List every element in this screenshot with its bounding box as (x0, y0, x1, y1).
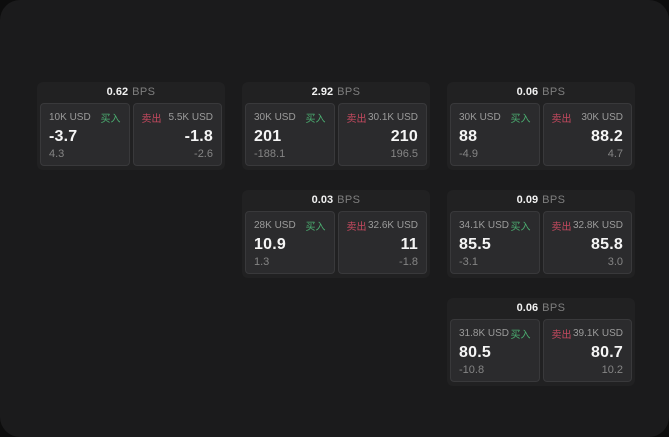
spread-value: 0.62 (106, 86, 129, 98)
buy-quote-tile[interactable]: 28K USD 买入 10.9 1.3 (245, 211, 335, 274)
quote-card: 0.03 BPS 28K USD 买入 10.9 1.3 卖出 32.6K US… (242, 190, 430, 278)
buy-side-label: 买入 (510, 222, 531, 233)
sell-side-label: 卖出 (551, 222, 572, 233)
spread-unit: BPS (337, 86, 361, 98)
buy-amount: 30K USD (254, 112, 296, 123)
buy-quote-tile[interactable]: 30K USD 买入 88 -4.9 (450, 103, 540, 166)
sell-quote-tile[interactable]: 卖出 32.6K USD 11 -1.8 (337, 211, 427, 274)
quote-card: 0.62 BPS 10K USD 买入 -3.7 4.3 卖出 5.5K USD (37, 82, 225, 170)
sell-quote-tile[interactable]: 卖出 32.8K USD 85.8 3.0 (542, 211, 632, 274)
buy-amount: 30K USD (459, 112, 501, 123)
buy-side-label: 买入 (305, 114, 326, 125)
spread-value: 0.06 (516, 86, 539, 98)
sell-side-label: 卖出 (346, 222, 367, 233)
spread-header: 0.03 BPS (242, 190, 430, 211)
sell-amount: 30.1K USD (367, 112, 418, 123)
buy-price: 10.9 (254, 235, 286, 253)
spread-value: 0.06 (516, 302, 539, 314)
spread-value: 0.09 (516, 194, 539, 206)
spread-header: 0.06 BPS (447, 298, 635, 319)
sell-amount: 5.5K USD (168, 112, 213, 123)
buy-side-label: 买入 (305, 222, 326, 233)
spread-unit: BPS (542, 86, 566, 98)
spread-header: 0.62 BPS (37, 82, 225, 103)
buy-change: -10.8 (459, 364, 485, 376)
sell-side-label: 卖出 (346, 114, 367, 125)
buy-amount: 31.8K USD (459, 328, 510, 339)
spread-unit: BPS (542, 194, 566, 206)
buy-amount: 10K USD (49, 112, 91, 123)
sell-change: 196.5 (390, 148, 418, 160)
spread-value: 0.03 (311, 194, 334, 206)
buy-change: 1.3 (254, 256, 270, 268)
buy-change: -3.1 (459, 256, 478, 268)
buy-side-label: 买入 (510, 114, 531, 125)
buy-change: -188.1 (254, 148, 286, 160)
sell-amount: 32.6K USD (367, 220, 418, 231)
buy-side-label: 买入 (100, 114, 121, 125)
sell-side-label: 卖出 (551, 330, 572, 341)
sell-price: 80.7 (591, 343, 623, 361)
sell-amount: 32.8K USD (572, 220, 623, 231)
quotes-grid: 0.62 BPS 10K USD 买入 -3.7 4.3 卖出 5.5K USD (37, 82, 635, 386)
buy-price: 88 (459, 127, 478, 145)
spread-header: 0.09 BPS (447, 190, 635, 211)
sell-amount: 30K USD (581, 112, 623, 123)
buy-amount: 34.1K USD (459, 220, 510, 231)
buy-amount: 28K USD (254, 220, 296, 231)
sell-change: -1.8 (399, 256, 418, 268)
sell-change: 3.0 (607, 256, 623, 268)
sell-quote-tile[interactable]: 卖出 39.1K USD 80.7 10.2 (542, 319, 632, 382)
buy-quote-tile[interactable]: 34.1K USD 买入 85.5 -3.1 (450, 211, 540, 274)
spread-header: 2.92 BPS (242, 82, 430, 103)
sell-amount: 39.1K USD (572, 328, 623, 339)
spread-value: 2.92 (311, 86, 334, 98)
spread-unit: BPS (337, 194, 361, 206)
sell-side-label: 卖出 (141, 114, 162, 125)
buy-side-label: 买入 (510, 330, 531, 341)
buy-price: -3.7 (49, 127, 78, 145)
buy-price: 85.5 (459, 235, 491, 253)
sell-price: 85.8 (591, 235, 623, 253)
sell-change: -2.6 (194, 148, 213, 160)
buy-quote-tile[interactable]: 10K USD 买入 -3.7 4.3 (40, 103, 130, 166)
buy-quote-tile[interactable]: 31.8K USD 买入 80.5 -10.8 (450, 319, 540, 382)
sell-quote-tile[interactable]: 卖出 5.5K USD -1.8 -2.6 (132, 103, 222, 166)
sell-side-label: 卖出 (551, 114, 572, 125)
buy-price: 80.5 (459, 343, 491, 361)
sell-price: 210 (390, 127, 418, 145)
sell-change: 10.2 (601, 364, 623, 376)
sell-quote-tile[interactable]: 卖出 30.1K USD 210 196.5 (337, 103, 427, 166)
buy-quote-tile[interactable]: 30K USD 买入 201 -188.1 (245, 103, 335, 166)
sell-price: 88.2 (591, 127, 623, 145)
quote-card: 2.92 BPS 30K USD 买入 201 -188.1 卖出 30.1K … (242, 82, 430, 170)
sell-change: 4.7 (607, 148, 623, 160)
buy-price: 201 (254, 127, 282, 145)
buy-change: -4.9 (459, 148, 478, 160)
buy-change: 4.3 (49, 148, 65, 160)
spread-unit: BPS (132, 86, 156, 98)
quote-card: 0.06 BPS 31.8K USD 买入 80.5 -10.8 卖出 39.1… (447, 298, 635, 386)
sell-quote-tile[interactable]: 卖出 30K USD 88.2 4.7 (542, 103, 632, 166)
spread-header: 0.06 BPS (447, 82, 635, 103)
sell-price: -1.8 (184, 127, 213, 145)
quote-card: 0.09 BPS 34.1K USD 买入 85.5 -3.1 卖出 32.8K… (447, 190, 635, 278)
spread-unit: BPS (542, 302, 566, 314)
sell-price: 11 (400, 235, 418, 253)
quote-card: 0.06 BPS 30K USD 买入 88 -4.9 卖出 30K USD (447, 82, 635, 170)
